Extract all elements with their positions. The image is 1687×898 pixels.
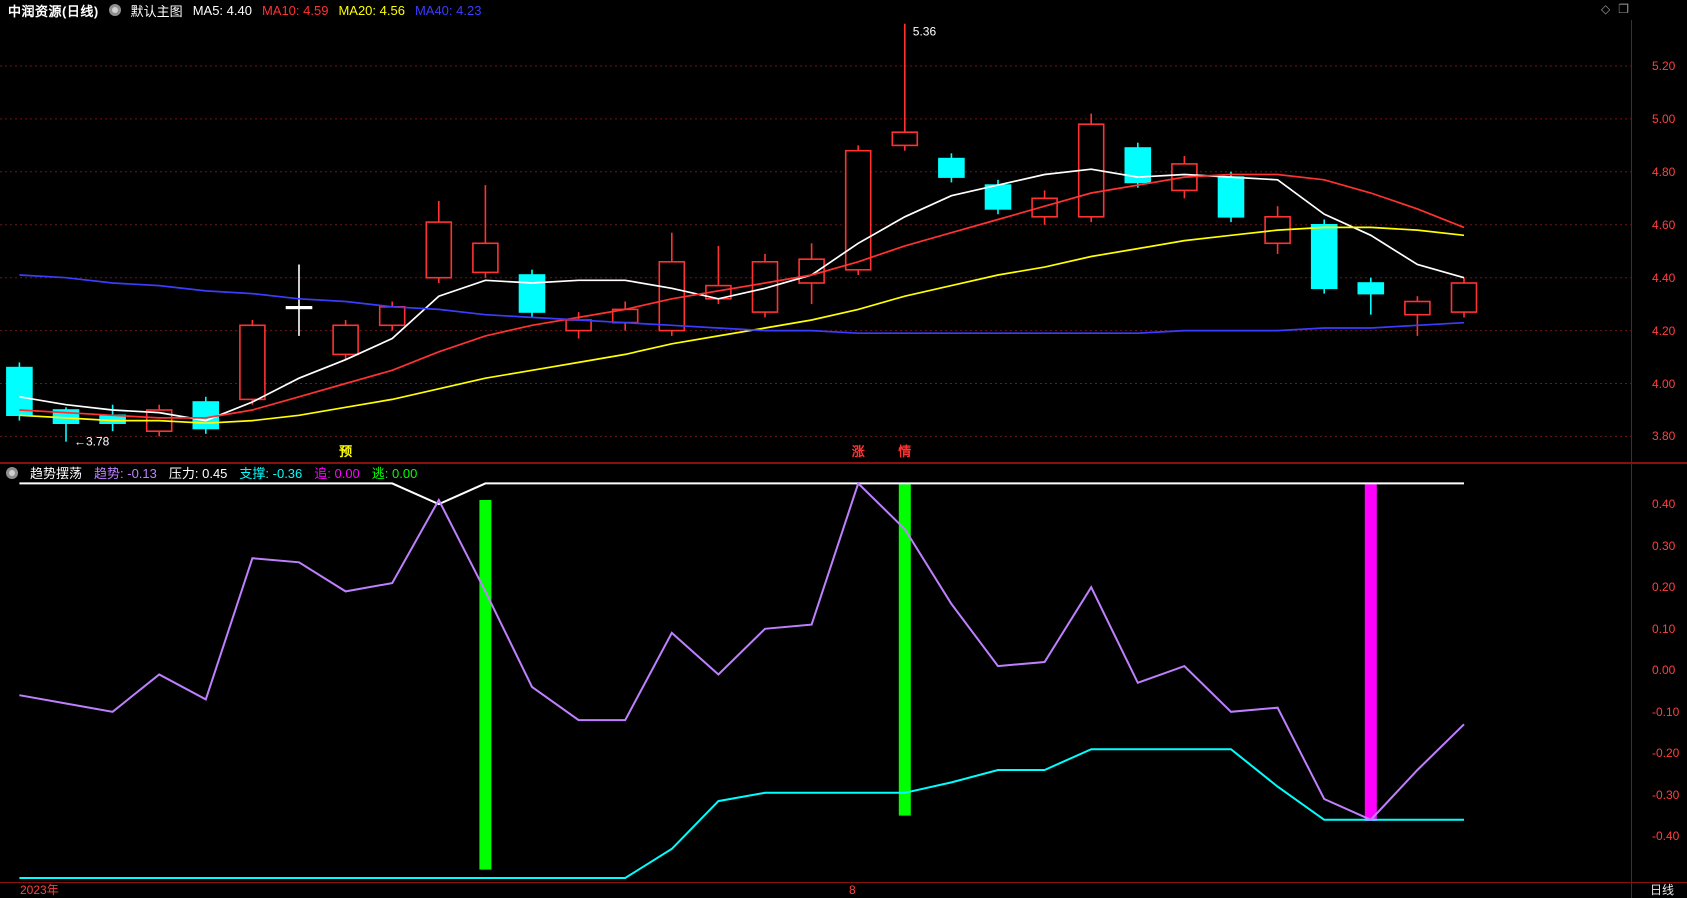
candle[interactable] (1031, 197, 1058, 218)
axis-label: 4.20 (1652, 323, 1676, 338)
ma10-line (19, 173, 1465, 419)
indicator-chase-value: 追: 0.00 (314, 466, 360, 481)
diamond-icon[interactable]: ◇ (1601, 2, 1611, 16)
support-line (19, 748, 1464, 879)
indicator-header: 趋势摆荡 趋势: -0.13 压力: 0.45 支撑: -0.36 追: 0.0… (0, 463, 1631, 482)
candle[interactable] (844, 149, 872, 271)
oscillator-panel (0, 482, 1631, 882)
ma40-line (19, 274, 1465, 335)
axis-label: 0.30 (1652, 538, 1676, 553)
layout-switch-icon[interactable] (108, 4, 121, 16)
candle[interactable] (425, 221, 453, 279)
ma10-value: MA10: 4.59 (261, 2, 329, 18)
timeline-year-label: 2023年 (20, 883, 59, 897)
restore-window-icon[interactable]: ❐ (1618, 2, 1629, 16)
signal-bar (1364, 484, 1377, 821)
ma20-line (19, 226, 1465, 425)
oscillator-chart[interactable] (0, 482, 1631, 882)
axis-label: 4.80 (1652, 164, 1676, 179)
event-marker[interactable]: 情 (898, 444, 911, 459)
trend-line (19, 482, 1465, 822)
axis-label: 5.20 (1652, 59, 1676, 73)
signal-bar (898, 484, 911, 816)
top-toolbar: 中润资源(日线) 默认主图 MA5: 4.40 MA10: 4.59 MA20:… (0, 0, 1687, 20)
axis-label: -0.20 (1652, 746, 1680, 761)
indicator-support-value: 支撑: -0.36 (239, 466, 303, 481)
axis-label: 4.60 (1652, 217, 1676, 232)
candle[interactable] (6, 366, 33, 417)
axis-label: 4.00 (1652, 376, 1676, 391)
candle[interactable] (239, 324, 266, 401)
candle[interactable] (332, 324, 359, 356)
timeline-month-label: 8 (849, 883, 856, 897)
candle[interactable] (285, 305, 313, 310)
axis-label: -0.10 (1652, 704, 1680, 719)
ma5-value: MA5: 4.40 (192, 2, 252, 18)
candle[interactable] (658, 261, 686, 332)
footer-divider (0, 882, 1687, 883)
window-controls: ◇ ❐ (1601, 2, 1629, 16)
candle[interactable] (1357, 282, 1385, 295)
candle[interactable] (565, 319, 592, 332)
pressure-line (19, 482, 1464, 506)
panel-divider[interactable] (0, 462, 1687, 464)
axis-separator (1631, 20, 1632, 898)
event-marker[interactable]: 预 (339, 444, 352, 459)
ma20-value: MA20: 4.56 (338, 2, 405, 18)
indicator-pressure-value: 压力: 0.45 (168, 466, 228, 481)
signal-bar (479, 500, 492, 870)
event-marker[interactable]: 涨 (851, 444, 865, 459)
axis-label: 3.80 (1652, 429, 1676, 444)
high-price-label: 5.36 (913, 25, 937, 39)
candle[interactable] (938, 157, 965, 178)
axis-label: 5.00 (1652, 111, 1676, 126)
candle[interactable] (984, 184, 1012, 210)
main-chart-panel: 5.36 ←3.78 预 涨 情 (0, 20, 1631, 463)
indicator-switch-icon[interactable] (6, 466, 18, 479)
candle[interactable] (798, 258, 825, 284)
candle[interactable] (472, 242, 499, 274)
axis-label: -0.40 (1652, 829, 1680, 844)
indicator-trend-value: 趋势: -0.13 (94, 466, 157, 481)
low-price-label: ←3.78 (74, 435, 110, 449)
ma40-value: MA40: 4.23 (414, 2, 482, 18)
right-axis-column: 5.20 5.00 4.80 4.60 4.40 4.20 4.00 3.80 0.40 0.30… (1632, 0, 1687, 898)
axis-label: 0.00 (1652, 663, 1676, 678)
period-label[interactable]: 日线 (1650, 883, 1675, 897)
candle[interactable] (518, 274, 546, 313)
candle[interactable] (1217, 176, 1245, 218)
candle[interactable] (1404, 300, 1431, 316)
axis-label: -0.30 (1652, 787, 1680, 802)
indicator-escape-value: 逃: 0.00 (371, 466, 418, 481)
indicator-name[interactable]: 趋势摆荡 (30, 466, 83, 481)
timeline-footer: 2023年 8 日线 (0, 883, 1687, 898)
axis-label: 0.20 (1652, 580, 1676, 595)
candle[interactable] (1264, 216, 1291, 245)
ma5-line (19, 168, 1465, 422)
candle[interactable] (1310, 224, 1338, 290)
stock-title: 中润资源(日线) (8, 3, 99, 19)
candle[interactable] (378, 305, 406, 327)
candle[interactable] (751, 261, 779, 313)
candle[interactable] (192, 401, 220, 430)
candle[interactable] (1450, 282, 1478, 313)
candle[interactable] (891, 131, 919, 147)
axis-label: 0.40 (1652, 497, 1676, 512)
axis-label: 4.40 (1652, 270, 1676, 285)
axis-label: 0.10 (1652, 621, 1676, 636)
candlestick-chart[interactable]: 5.36 ←3.78 预 涨 情 (0, 20, 1631, 463)
main-chart-layout-label[interactable]: 默认主图 (130, 3, 183, 19)
